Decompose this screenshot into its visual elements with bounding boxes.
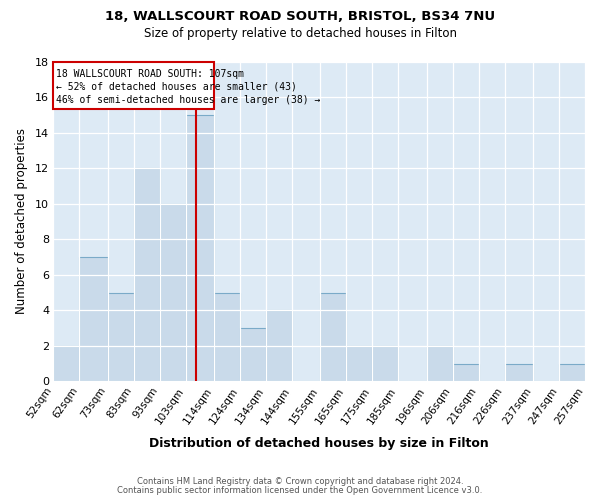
Y-axis label: Number of detached properties: Number of detached properties <box>15 128 28 314</box>
Bar <box>505 364 533 382</box>
X-axis label: Distribution of detached houses by size in Filton: Distribution of detached houses by size … <box>149 437 489 450</box>
Text: Contains HM Land Registry data © Crown copyright and database right 2024.: Contains HM Land Registry data © Crown c… <box>137 477 463 486</box>
Bar <box>134 168 160 382</box>
Bar <box>214 292 240 382</box>
Bar <box>559 364 585 382</box>
Bar <box>185 115 214 382</box>
Text: 18 WALLSCOURT ROAD SOUTH: 107sqm: 18 WALLSCOURT ROAD SOUTH: 107sqm <box>56 68 244 78</box>
FancyBboxPatch shape <box>53 62 214 108</box>
Text: ← 52% of detached houses are smaller (43): ← 52% of detached houses are smaller (43… <box>56 82 297 92</box>
Bar <box>427 346 453 382</box>
Bar <box>79 257 108 382</box>
Text: Contains public sector information licensed under the Open Government Licence v3: Contains public sector information licen… <box>118 486 482 495</box>
Bar <box>346 346 372 382</box>
Bar <box>372 346 398 382</box>
Bar <box>266 310 292 382</box>
Bar <box>108 292 134 382</box>
Bar <box>320 292 346 382</box>
Text: Size of property relative to detached houses in Filton: Size of property relative to detached ho… <box>143 28 457 40</box>
Bar <box>53 346 79 382</box>
Bar <box>240 328 266 382</box>
Text: 18, WALLSCOURT ROAD SOUTH, BRISTOL, BS34 7NU: 18, WALLSCOURT ROAD SOUTH, BRISTOL, BS34… <box>105 10 495 23</box>
Bar <box>160 204 185 382</box>
Text: 46% of semi-detached houses are larger (38) →: 46% of semi-detached houses are larger (… <box>56 96 320 106</box>
Bar <box>453 364 479 382</box>
